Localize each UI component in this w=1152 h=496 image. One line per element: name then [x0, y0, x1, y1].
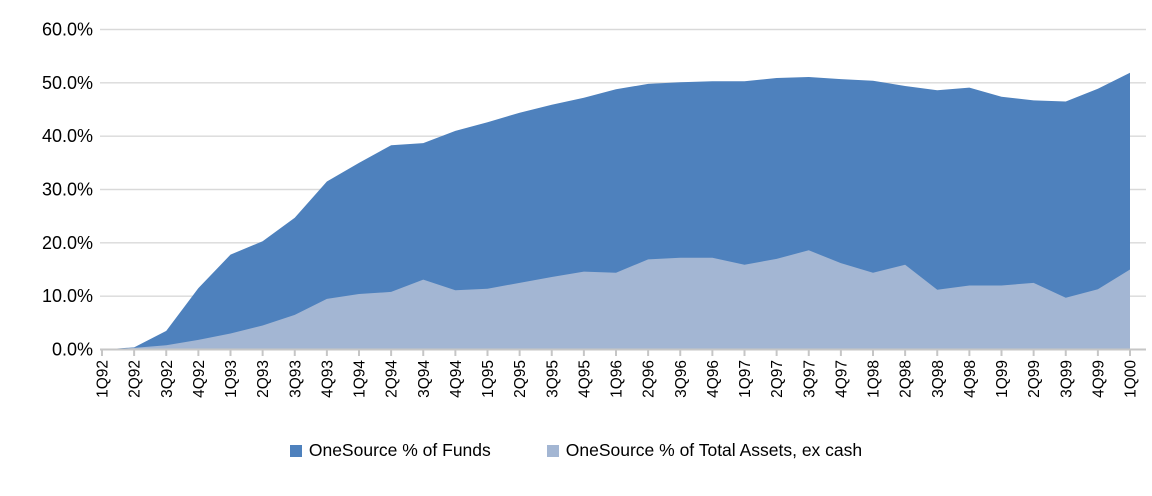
area-chart: 0.0% 10.0% 20.0% 30.0% 40.0% 50.0% 60.0% 1Q92 2Q… [42, 20, 1146, 398]
x-tick-label: 4Q96 [705, 360, 722, 398]
x-tick-label: 1Q94 [352, 360, 369, 398]
legend-label-funds: OneSource % of Funds [308, 440, 491, 460]
x-tick-label: 4Q98 [962, 360, 979, 398]
x-tick-label: 2Q97 [769, 360, 786, 398]
x-tick-label: 1Q97 [737, 360, 754, 398]
x-tick-label: 3Q93 [287, 360, 304, 398]
x-tick-label: 4Q99 [1090, 360, 1107, 398]
x-tick-label: 4Q94 [448, 360, 465, 398]
y-tick-label: 0.0% [52, 340, 93, 360]
x-tick-label: 2Q95 [512, 360, 529, 398]
x-tick-label: 1Q98 [866, 360, 883, 398]
y-tick-label: 50.0% [42, 73, 93, 93]
x-tick-label: 4Q92 [191, 360, 208, 398]
legend-swatch-funds [289, 444, 302, 457]
x-tick-label: 3Q94 [416, 360, 433, 398]
x-tick-label: 2Q93 [255, 360, 272, 398]
x-tick-label: 2Q92 [127, 360, 144, 398]
x-tick-label: 2Q99 [1026, 360, 1043, 398]
x-tick-label: 4Q97 [833, 360, 850, 398]
legend-item-funds: OneSource % of Funds [289, 440, 491, 461]
x-tick-label: 2Q98 [898, 360, 915, 398]
y-tick-label: 20.0% [42, 233, 93, 253]
x-tick-label: 3Q99 [1058, 360, 1075, 398]
x-tick-label: 4Q95 [576, 360, 593, 398]
x-tick-label: 3Q96 [673, 360, 690, 398]
x-tick-label: 2Q94 [384, 360, 401, 398]
x-tick-label: 1Q00 [1123, 360, 1140, 398]
x-tick-label: 3Q95 [544, 360, 561, 398]
legend-item-assets: OneSource % of Total Assets, ex cash [546, 440, 863, 461]
x-tick-label: 1Q96 [609, 360, 626, 398]
y-tick-label: 30.0% [42, 180, 93, 200]
x-tick-label: 2Q96 [641, 360, 658, 398]
chart-legend: OneSource % of Funds OneSource % of Tota… [0, 440, 1152, 461]
legend-label-assets: OneSource % of Total Assets, ex cash [565, 440, 863, 460]
y-tick-label: 60.0% [42, 20, 93, 40]
x-tick-label: 3Q97 [801, 360, 818, 398]
legend-swatch-assets [546, 444, 559, 457]
x-tick-label: 1Q95 [480, 360, 497, 398]
x-tick-label: 1Q93 [223, 360, 240, 398]
area-onesource-assets [102, 250, 1130, 350]
y-tick-label: 10.0% [42, 286, 93, 306]
x-tick-label: 1Q99 [994, 360, 1011, 398]
x-tick-label: 3Q92 [159, 360, 176, 398]
x-tick-label: 3Q98 [930, 360, 947, 398]
x-tick-label: 1Q92 [95, 360, 112, 398]
y-tick-label: 40.0% [42, 126, 93, 146]
x-tick-label: 4Q93 [319, 360, 336, 398]
